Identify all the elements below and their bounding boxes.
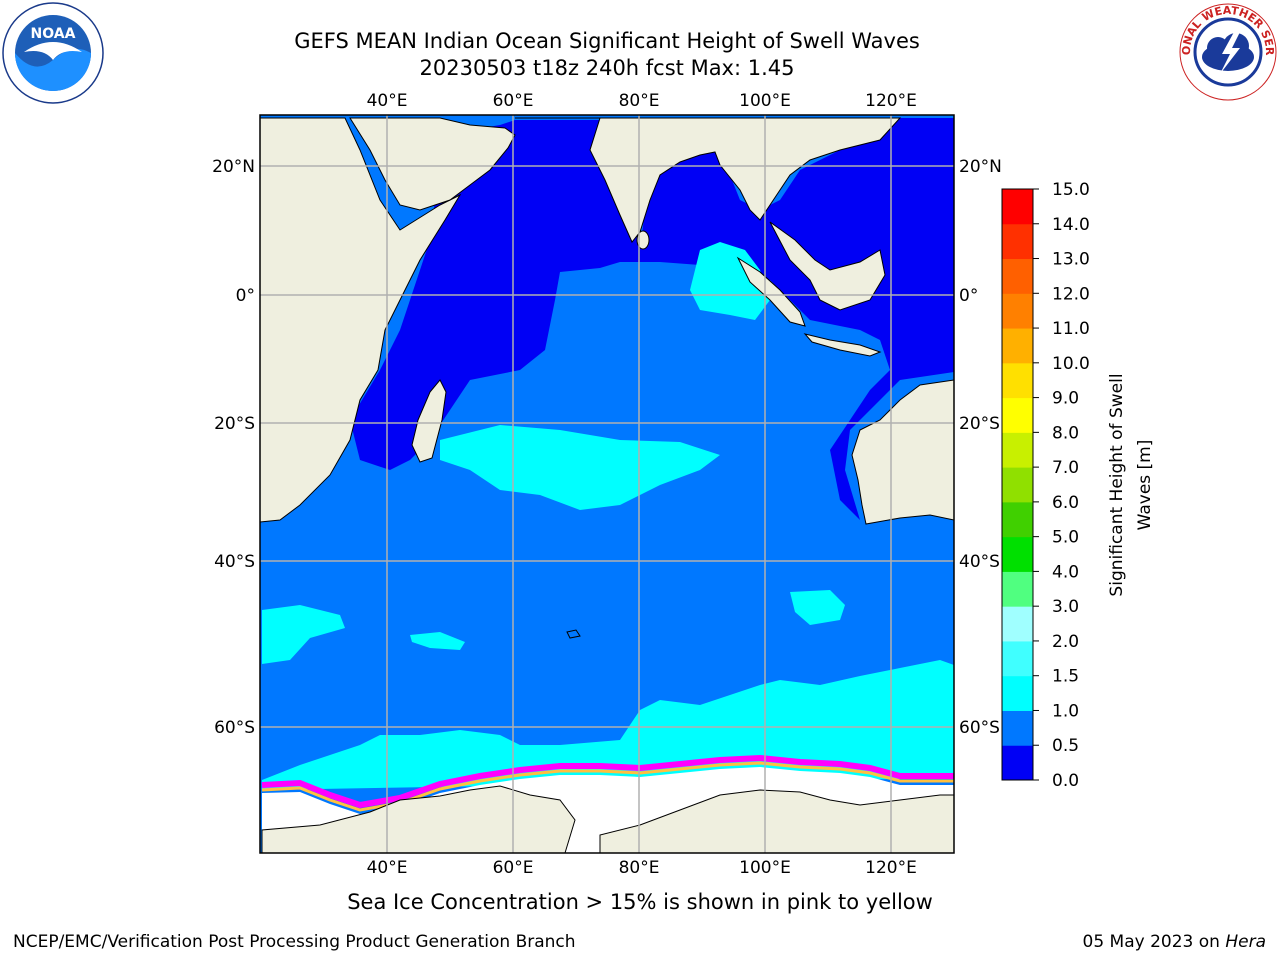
colorbar-tick-label-11: 9.0: [1052, 389, 1079, 409]
lon-label-top-3: 100°E: [739, 91, 791, 111]
colorbar-frame: [1001, 188, 1034, 781]
colorbar-segment-11: [1002, 362, 1033, 399]
colorbar-segment-14: [1002, 258, 1033, 294]
colorbar-segment-7: [1002, 501, 1033, 538]
land-sri-lanka: [636, 230, 650, 250]
nws-logo: NATIONAL WEATHER SERVICE: [1178, 2, 1277, 101]
ocean-swell-00-05: [350, 118, 954, 520]
lat-label-left-1: 0°: [236, 286, 255, 306]
colorbar-segment-4: [1002, 606, 1033, 642]
lat-label-right-1: 0°: [959, 286, 978, 306]
footer-host: Hera: [1225, 932, 1266, 952]
colorbar-tick-label-3: 1.5: [1052, 667, 1079, 687]
colorbar-segment-9: [1002, 432, 1033, 468]
lat-label-right-3: 40°S: [959, 552, 1000, 572]
lon-label-bottom-4: 120°E: [865, 858, 917, 878]
sea-ice-edge: [261, 754, 954, 809]
colorbar-segment-5: [1002, 571, 1033, 607]
colorbar-label-line1: Significant Height of Swell: [1107, 373, 1127, 596]
footer-credit: NCEP/EMC/Verification Post Processing Pr…: [13, 932, 576, 952]
colorbar-segment-3: [1002, 640, 1033, 677]
lat-label-right-4: 60°S: [959, 718, 1000, 738]
lat-label-left-0: 20°N: [212, 157, 255, 177]
lon-label-top-2: 80°E: [619, 91, 660, 111]
lat-label-right-0: 20°N: [959, 157, 1002, 177]
land-java: [803, 333, 882, 357]
lon-label-top-1: 60°E: [493, 91, 534, 111]
colorbar-tick-label-6: 4.0: [1052, 562, 1079, 582]
colorbar-tick-label-8: 6.0: [1052, 493, 1079, 513]
colorbar-tick-label-0: 0.0: [1052, 771, 1079, 791]
land-australia: [851, 379, 954, 525]
colorbar-label-line2: Waves [m]: [1135, 440, 1155, 531]
colorbar-tick-label-1: 0.5: [1052, 736, 1079, 756]
sea-ice-note: Sea Ice Concentration > 15% is shown in …: [347, 890, 933, 914]
land-sumatra: [736, 256, 806, 327]
lon-label-bottom-0: 40°E: [367, 858, 408, 878]
lon-label-top-0: 40°E: [367, 91, 408, 111]
lat-label-left-3: 40°S: [214, 552, 255, 572]
footer-date-text: 05 May 2023 on: [1082, 932, 1226, 952]
map-gridlines: [260, 115, 954, 853]
land-africa: [260, 117, 462, 523]
island-kerguelen: [566, 629, 581, 639]
colorbar-segment-8: [1002, 467, 1033, 503]
lon-label-bottom-2: 80°E: [619, 858, 660, 878]
lat-label-left-2: 20°S: [214, 414, 255, 434]
land-madagascar: [411, 379, 447, 463]
colorbar-tick-label-10: 8.0: [1052, 423, 1079, 443]
land-borneo: [769, 221, 886, 311]
colorbar-segment-13: [1002, 293, 1033, 329]
lon-label-bottom-1: 60°E: [493, 858, 534, 878]
noaa-logo: NOAA: [2, 2, 104, 104]
colorbar-tick-label-14: 12.0: [1052, 284, 1090, 304]
land-antarctica-west: [261, 785, 576, 853]
colorbar-tick-label-16: 14.0: [1052, 215, 1090, 235]
colorbar-tick-label-15: 13.0: [1052, 250, 1090, 270]
lon-label-bottom-3: 100°E: [739, 858, 791, 878]
map-frame: [259, 114, 955, 854]
colorbar-segment-1: [1002, 710, 1033, 746]
lon-labels-top: 40°E 60°E 80°E 100°E 120°E: [367, 91, 917, 111]
colorbar-segment-6: [1002, 536, 1033, 572]
land-india-asia: [515, 117, 902, 243]
colorbar-tick-label-13: 11.0: [1052, 319, 1090, 339]
colorbar-segment-15: [1002, 223, 1033, 260]
sea-ice-fringe: [261, 761, 954, 812]
colorbar-tick-label-7: 5.0: [1052, 528, 1079, 548]
colorbar-segment-12: [1002, 328, 1033, 364]
lat-labels-left: 20°N 0° 20°S 40°S 60°S: [212, 157, 255, 738]
footer-date: 05 May 2023 on Hera: [1083, 932, 1267, 952]
lon-labels-bottom: 40°E 60°E 80°E 100°E 120°E: [367, 858, 917, 878]
chart-title: GEFS MEAN Indian Ocean Significant Heigh…: [294, 29, 920, 53]
colorbar-ticks: 0.0 0.5 1.0 1.5 2.0 3.0 4.0 5.0 6.0 7.0 8.0 9.0 10.0…: [1033, 180, 1090, 791]
land-antarctica-east: [599, 789, 954, 853]
noaa-logo-text: NOAA: [31, 26, 76, 42]
colorbar-tick-label-2: 1.0: [1052, 701, 1079, 721]
lon-label-top-4: 120°E: [865, 91, 917, 111]
map-area: [260, 115, 954, 853]
colorbar-segment-2: [1002, 675, 1033, 711]
lat-labels-right: 20°N 0° 20°S 40°S 60°S: [959, 157, 1002, 738]
colorbar: [1002, 189, 1033, 781]
colorbar-tick-label-5: 3.0: [1052, 597, 1079, 617]
colorbar-segment-0: [1002, 745, 1033, 781]
lat-label-left-4: 60°S: [214, 718, 255, 738]
colorbar-tick-label-9: 7.0: [1052, 458, 1079, 478]
lat-label-right-2: 20°S: [959, 414, 1000, 434]
colorbar-segment-10: [1002, 397, 1033, 433]
colorbar-tick-label-12: 10.0: [1052, 354, 1090, 374]
colorbar-segment-16: [1002, 189, 1033, 225]
chart-subtitle: 20230503 t18z 240h fcst Max: 1.45: [419, 56, 795, 80]
colorbar-tick-label-4: 2.0: [1052, 632, 1079, 652]
colorbar-tick-label-17: 15.0: [1052, 180, 1090, 200]
